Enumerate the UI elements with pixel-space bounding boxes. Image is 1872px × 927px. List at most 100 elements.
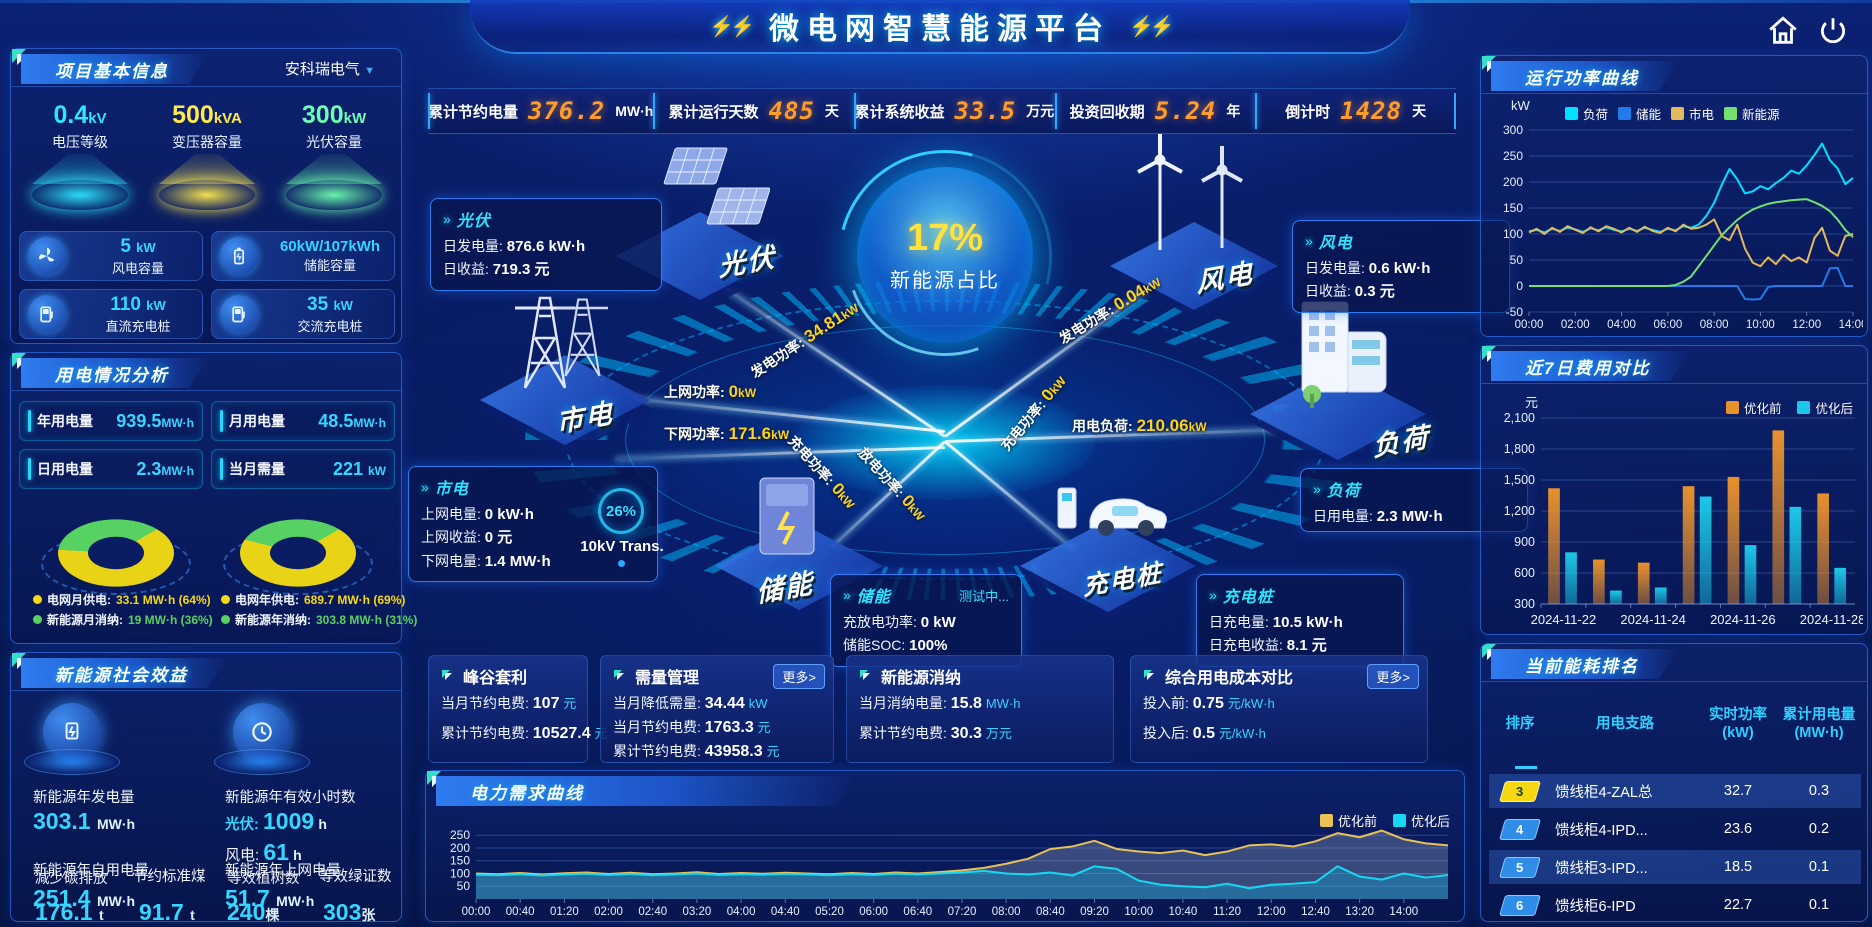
voltage-value: 0.4kV (53, 101, 107, 129)
building-icon (1301, 301, 1387, 408)
svg-text:2,100: 2,100 (1504, 411, 1535, 425)
donut-hole (88, 536, 144, 570)
stat-value: 60kW/107kWh (279, 238, 381, 255)
total-energy: 0.3 (1808, 783, 1830, 799)
power-legend: 负荷 储能 市电 新能源 (1565, 104, 1780, 123)
svg-text:100: 100 (450, 866, 470, 880)
branch-name: 馈线柜6-IPD (1555, 898, 1636, 915)
svg-text:50: 50 (457, 879, 471, 893)
legend-dot (33, 595, 42, 604)
more-button[interactable]: 更多> (1367, 664, 1419, 689)
svg-text:150: 150 (1503, 201, 1523, 215)
wind-hours: 风电: 61 h (225, 839, 302, 865)
transformer-label: 变压器容量 (172, 134, 242, 150)
stat-label: 风电容量 (111, 260, 164, 276)
svg-text:00:00: 00:00 (462, 906, 491, 918)
legend-item[interactable]: 优化后 (1797, 398, 1853, 417)
svg-text:04:00: 04:00 (1607, 319, 1636, 331)
stat-storage-capacity: 60kW/107kWh 储能容量 (211, 231, 395, 281)
legend-dot (221, 595, 230, 604)
power-icon (1820, 18, 1846, 44)
pv-capacity-label: 光伏容量 (306, 134, 362, 150)
panel-corner-icon (442, 670, 452, 680)
ev-charger-icon (1057, 487, 1167, 536)
legend-item[interactable]: 新能源 (1724, 104, 1780, 123)
lightning-deco-icon: ⚡⚡ (709, 15, 755, 38)
svg-text:02:00: 02:00 (1561, 319, 1590, 331)
legend-swatch (1392, 814, 1406, 827)
legend-swatch (1565, 107, 1578, 120)
run-power-chart: -50 0 50 100 150 200 250 300 00:00 02:00 04:00 06:0… (1503, 123, 1863, 331)
renewable-share-value: 17% (906, 217, 984, 259)
svg-text:00:00: 00:00 (1515, 319, 1544, 331)
flow-load-power: 用电负荷: 210.06kW (1072, 416, 1207, 435)
panel-corner-icon (1144, 670, 1154, 680)
box-title: 光伏 (456, 213, 491, 230)
legend-item[interactable]: 优化前 (1319, 811, 1377, 830)
svg-text:1,500: 1,500 (1504, 473, 1535, 487)
pv-info-box: » 光伏 日发电量: 876.6 kW·h 日收益: 719.3 元 (430, 198, 662, 291)
export-label: 新能源年上网电量 (225, 863, 341, 879)
panel-banner: 项目基本信息 (21, 54, 209, 84)
svg-text:900: 900 (1514, 535, 1535, 549)
panel-banner: 近7日费用对比 (1491, 351, 1690, 381)
realtime-power: 32.7 (1723, 783, 1753, 799)
gen-value: 303.1 MW·h (33, 808, 136, 834)
dc-charger-icon (28, 295, 66, 333)
svg-text:250: 250 (1503, 149, 1523, 163)
chevron-down-icon: ▼ (364, 65, 375, 77)
power-button[interactable] (1816, 14, 1850, 48)
card-title: 需量管理 (635, 670, 700, 687)
branch-name: 馈线柜4-IPD... (1555, 822, 1648, 839)
rank-badge: 6 (1498, 894, 1542, 916)
company-select[interactable]: 安科瑞电气 ▼ (285, 58, 375, 79)
kpi-revenue: 累计系统收益 33.5 万元 (854, 89, 1055, 133)
chevrons-icon: » (443, 211, 451, 227)
chevrons-icon: » (421, 479, 429, 495)
light-cone (286, 154, 382, 184)
svg-text:600: 600 (1514, 566, 1535, 580)
ac-charger-icon (220, 295, 258, 333)
legend-item[interactable]: 优化后 (1392, 811, 1450, 830)
spotlight-transformer: 500kVA 变压器容量 (144, 101, 270, 210)
power-panel-header: 运行功率曲线 (1481, 56, 1867, 94)
svg-text:10:00: 10:00 (1746, 319, 1775, 331)
co2-label: 减少碳排放 (35, 871, 108, 887)
social-benefit-panel: 新能源社会效益 新能源年发电量 303.1 MW·h 新能源年有效小时数 光伏:… (10, 652, 402, 925)
svg-text:-50: -50 (1506, 305, 1524, 319)
wind-icon (28, 237, 66, 275)
branch-name: 馈线柜4-ZAL总 (1555, 784, 1653, 801)
power-tower-icon (515, 296, 609, 389)
svg-text:200: 200 (1503, 175, 1523, 189)
legend-item[interactable]: 负荷 (1565, 104, 1608, 123)
panel-corner-icon (614, 670, 624, 680)
core-sphere: 17% 新能源占比 (857, 167, 1033, 343)
svg-text:05:20: 05:20 (815, 906, 844, 918)
svg-text:08:40: 08:40 (1036, 906, 1065, 918)
battery-cabinet-icon (759, 477, 815, 555)
home-button[interactable] (1766, 14, 1800, 48)
legend-item[interactable]: 储能 (1618, 104, 1661, 123)
branch-name: 馈线柜3-IPD... (1555, 860, 1648, 877)
legend-dot (33, 615, 42, 624)
svg-text:14:00: 14:00 (1839, 319, 1863, 331)
scroll-indicator[interactable] (1515, 766, 1537, 769)
panel-banner: 运行功率曲线 (1491, 61, 1679, 91)
light-cone (159, 154, 255, 184)
table-row: 3 馈线柜4-ZAL总 32.7 0.3 (1489, 774, 1861, 808)
pv-node-label: 光伏 (717, 241, 777, 283)
svg-text:300: 300 (1514, 597, 1535, 611)
svg-text:12:40: 12:40 (1301, 906, 1330, 918)
svg-text:06:00: 06:00 (1653, 319, 1682, 331)
panel-banner: 电力需求曲线 (436, 776, 856, 806)
legend-item[interactable]: 优化前 (1725, 398, 1781, 417)
project-info-panel: 项目基本信息 安科瑞电气 ▼ 0.4kV 电压等级 500kVA 变压器容量 3… (10, 48, 402, 344)
legend-item[interactable]: 市电 (1671, 104, 1714, 123)
voltage-label: 电压等级 (52, 134, 108, 150)
svg-text:03:20: 03:20 (683, 906, 712, 918)
more-button[interactable]: 更多> (773, 664, 825, 689)
load-node-label: 负荷 (1371, 421, 1431, 463)
benefit-panel-header: 新能源社会效益 (11, 653, 401, 691)
svg-text:2024-11-26: 2024-11-26 (1710, 612, 1776, 627)
